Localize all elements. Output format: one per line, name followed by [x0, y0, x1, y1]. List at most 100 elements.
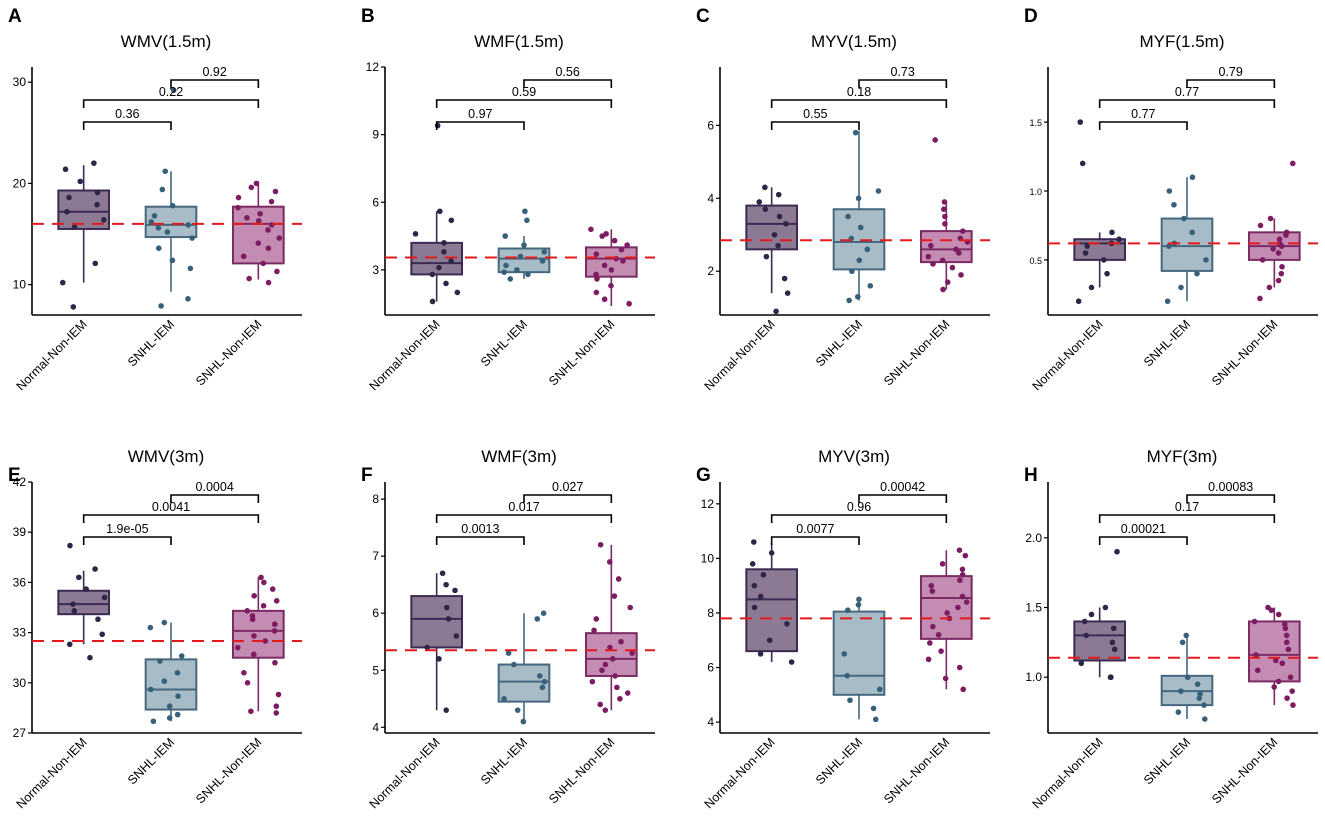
- data-point: [749, 561, 756, 567]
- panel-letter: G: [696, 465, 711, 486]
- data-point: [1287, 674, 1294, 681]
- x-category-label: SNHL-IEM: [1141, 735, 1193, 787]
- data-point: [1079, 160, 1086, 167]
- data-point: [1189, 174, 1196, 181]
- data-point: [1281, 621, 1288, 628]
- data-point: [1116, 236, 1122, 243]
- data-point: [1102, 604, 1109, 611]
- data-point: [955, 604, 961, 611]
- data-point: [942, 221, 948, 227]
- data-point: [766, 637, 773, 644]
- data-point: [760, 571, 767, 578]
- data-point: [253, 180, 260, 187]
- data-point: [875, 188, 882, 194]
- data-point: [522, 208, 528, 215]
- data-point: [174, 669, 181, 676]
- p-value-label: 0.17: [1175, 500, 1199, 514]
- data-point: [776, 213, 783, 220]
- comparison-bracket: [435, 121, 525, 130]
- p-value-label: 0.56: [555, 65, 579, 79]
- comparison-bracket: [170, 79, 260, 88]
- data-point: [1196, 695, 1203, 701]
- data-point: [1175, 709, 1182, 715]
- data-point: [436, 656, 442, 662]
- data-point: [452, 587, 458, 594]
- data-point: [454, 289, 461, 296]
- panel-e: E WMV(3m) 27 30 33 36 39 42 1.9e-05 0.0041 0.0004 N…: [8, 447, 302, 811]
- panel-title: MYF(1.5m): [1140, 32, 1225, 51]
- data-point: [1251, 618, 1258, 625]
- data-point: [1272, 657, 1279, 664]
- data-point: [64, 208, 70, 215]
- data-point: [147, 624, 154, 631]
- data-point: [94, 189, 101, 196]
- data-point: [166, 703, 173, 710]
- x-category-label: Normal-Non-IEM: [1030, 735, 1106, 811]
- data-point: [1104, 270, 1110, 277]
- data-point: [158, 303, 164, 309]
- comparison-bracket: [770, 514, 948, 523]
- data-point: [77, 178, 84, 185]
- data-point: [240, 253, 247, 260]
- data-point: [1084, 243, 1090, 249]
- y-tick-label: 1.0: [1025, 670, 1042, 684]
- data-point: [1181, 215, 1187, 222]
- data-point: [155, 245, 162, 251]
- comparison-bracket: [858, 494, 948, 503]
- data-point: [1109, 639, 1116, 646]
- data-point: [170, 87, 177, 94]
- y-tick-label: 39: [13, 525, 27, 539]
- data-point: [265, 245, 272, 251]
- data-point: [608, 282, 614, 289]
- x-category-label: SNHL-Non-IEM: [881, 317, 952, 388]
- p-value-label: 0.0013: [461, 522, 499, 536]
- data-point: [272, 659, 278, 666]
- data-point: [424, 644, 430, 651]
- y-tick-label: 3: [372, 263, 379, 277]
- data-point: [602, 707, 609, 713]
- data-point: [757, 651, 764, 657]
- x-category-label: SNHL-Non-IEM: [546, 317, 617, 388]
- data-point: [514, 707, 521, 713]
- data-point: [956, 664, 963, 671]
- data-point: [845, 607, 851, 614]
- data-point: [166, 715, 173, 721]
- data-point: [624, 690, 631, 696]
- panel-title: WMF(1.5m): [474, 32, 564, 51]
- data-point: [1279, 263, 1285, 270]
- y-tick-label: 8: [372, 492, 379, 506]
- data-point: [244, 215, 250, 221]
- box-1: [1073, 620, 1126, 662]
- data-point: [71, 608, 78, 614]
- data-point: [629, 650, 635, 656]
- data-point: [271, 621, 278, 628]
- panel-letter: D: [1024, 6, 1038, 27]
- data-point: [507, 276, 514, 282]
- data-point: [501, 695, 507, 702]
- data-point: [942, 675, 949, 682]
- data-point: [959, 228, 966, 234]
- data-point: [870, 705, 877, 712]
- data-point: [771, 231, 778, 238]
- y-tick-label: 7: [372, 549, 379, 563]
- y-tick-label: 6: [372, 606, 379, 620]
- data-point: [867, 283, 874, 289]
- data-point: [1166, 243, 1172, 249]
- data-point: [784, 290, 791, 296]
- data-point: [1253, 652, 1259, 658]
- x-category-label: Normal-Non-IEM: [702, 735, 778, 811]
- data-point: [250, 651, 257, 658]
- x-category-label: Normal-Non-IEM: [367, 735, 443, 811]
- data-point: [260, 260, 266, 267]
- data-point: [847, 697, 853, 704]
- y-tick-label: 4: [707, 191, 714, 205]
- data-point: [593, 289, 600, 296]
- data-point: [624, 242, 630, 248]
- data-point: [876, 686, 883, 693]
- data-point: [941, 206, 947, 213]
- data-point: [1088, 611, 1095, 618]
- data-point: [958, 272, 964, 278]
- y-tick-label: 2: [707, 264, 714, 278]
- y-tick-label: 30: [13, 75, 27, 89]
